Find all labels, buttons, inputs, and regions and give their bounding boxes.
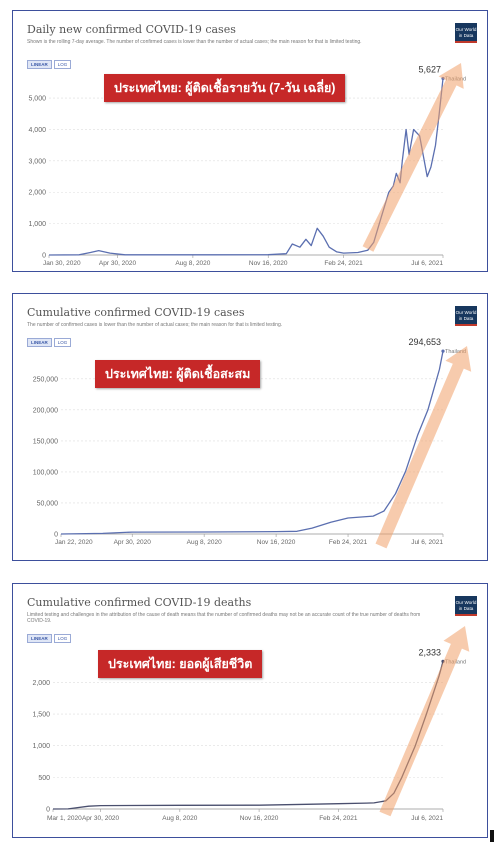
x-tick-label: Apr 30, 2020: [114, 539, 152, 546]
y-tick-label: 100,000: [33, 469, 58, 476]
series-line-thailand: [60, 350, 444, 535]
chart-subtitle: Limited testing and challenges in the at…: [27, 612, 421, 624]
x-tick-label: Aug 8, 2020: [162, 815, 197, 822]
trend-arrow-annotation: [362, 63, 464, 252]
y-tick-label: 0: [42, 253, 46, 260]
x-tick-label: Feb 24, 2021: [329, 539, 368, 546]
y-tick-label: 5,000: [28, 96, 46, 103]
series-end-point: [441, 349, 445, 353]
log-toggle[interactable]: LOG: [53, 634, 72, 643]
thai-annotation-banner: ประเทศไทย: ผู้ติดเชื้อสะสม: [95, 360, 261, 388]
owid-logo[interactable]: Our World in Data: [455, 23, 477, 43]
x-tick-label: Aug 8, 2020: [175, 260, 210, 267]
y-tick-label: 250,000: [33, 376, 58, 383]
y-tick-label: 3,000: [28, 158, 46, 165]
linear-toggle[interactable]: LINEAR: [27, 634, 52, 643]
linear-toggle[interactable]: LINEAR: [27, 338, 52, 347]
scale-toggle: LINEAR LOG: [27, 338, 72, 347]
y-tick-label: 150,000: [33, 438, 58, 445]
series-line-thailand: [52, 661, 444, 810]
daily-cases-chart: 0 1,000 2,000 3,000 4,000 5,000 Jan 30, 2020 Ap…: [28, 63, 466, 267]
owid-logo[interactable]: Our World in Data: [455, 306, 477, 326]
linear-toggle[interactable]: LINEAR: [27, 60, 52, 69]
y-tick-label: 0: [46, 807, 50, 814]
cumulative-cases-panel: Cumulative confirmed COVID-19 cases The …: [12, 293, 488, 561]
x-tick-label: Nov 16, 2020: [257, 539, 296, 546]
trend-arrow-annotation: [375, 346, 472, 549]
chart-title: Cumulative confirmed COVID-19 cases: [27, 306, 245, 319]
cumulative-deaths-panel: Cumulative confirmed COVID-19 deaths Lim…: [12, 583, 488, 838]
chart-subtitle: Shown is the rolling 7-day average. The …: [27, 39, 362, 45]
x-tick-label: Apr 30, 2020: [99, 260, 137, 267]
x-tick-label: Nov 16, 2020: [249, 260, 288, 267]
series-line-thailand: [48, 78, 444, 256]
y-tick-label: 50,000: [37, 500, 59, 507]
owid-logo[interactable]: Our World in Data: [455, 596, 477, 616]
log-toggle[interactable]: LOG: [53, 60, 72, 69]
chart-subtitle: The number of confirmed cases is lower t…: [27, 322, 283, 328]
x-tick-label: Jan 22, 2020: [55, 539, 93, 546]
y-tick-label: 200,000: [33, 407, 58, 414]
page-edge-mark: [490, 830, 494, 842]
log-toggle[interactable]: LOG: [53, 338, 72, 347]
x-tick-label: Feb 24, 2021: [319, 815, 358, 822]
x-tick-label: Jul 6, 2021: [411, 539, 443, 546]
y-tick-label: 1,500: [32, 712, 50, 719]
x-tick-label: Nov 16, 2020: [240, 815, 279, 822]
x-tick-label: Aug 8, 2020: [187, 539, 222, 546]
y-tick-label: 2,000: [28, 190, 46, 197]
end-value-label: 5,627: [418, 64, 441, 74]
chart-title: Cumulative confirmed COVID-19 deaths: [27, 596, 252, 609]
x-tick-label: Apr 30, 2020: [82, 815, 120, 822]
chart-title: Daily new confirmed COVID-19 cases: [27, 23, 236, 36]
scale-toggle: LINEAR LOG: [27, 634, 72, 643]
y-tick-label: 4,000: [28, 127, 46, 134]
x-tick-label: Feb 24, 2021: [324, 260, 363, 267]
x-tick-label: Mar 1, 2020: [47, 815, 82, 822]
x-tick-label: Jul 6, 2021: [411, 260, 443, 267]
y-tick-label: 2,000: [32, 680, 50, 687]
y-tick-label: 500: [38, 775, 50, 782]
end-value-label: 2,333: [418, 647, 441, 657]
thai-annotation-banner: ประเทศไทย: ผู้ติดเชื้อรายวัน (7-วัน เฉลี…: [104, 74, 346, 102]
daily-cases-panel: Daily new confirmed COVID-19 cases Shown…: [12, 10, 488, 272]
y-tick-label: 0: [54, 532, 58, 539]
y-tick-label: 1,000: [28, 221, 46, 228]
thai-annotation-banner: ประเทศไทย: ยอดผู้เสียชีวิต: [98, 650, 263, 678]
y-tick-label: 1,000: [32, 743, 50, 750]
x-tick-label: Jul 6, 2021: [411, 815, 443, 822]
end-value-label: 294,653: [408, 337, 441, 347]
cumulative-deaths-chart: 0 500 1,000 1,500 2,000 Mar 1, 2020 Apr 30, 20…: [32, 626, 470, 822]
scale-toggle: LINEAR LOG: [27, 60, 72, 69]
series-label: Thailand: [445, 349, 466, 355]
trend-arrow-annotation: [379, 626, 470, 817]
cumulative-cases-chart: 0 50,000 100,000 150,000 200,000 250,000 Jan 2…: [33, 337, 472, 549]
x-tick-label: Jan 30, 2020: [43, 260, 81, 267]
